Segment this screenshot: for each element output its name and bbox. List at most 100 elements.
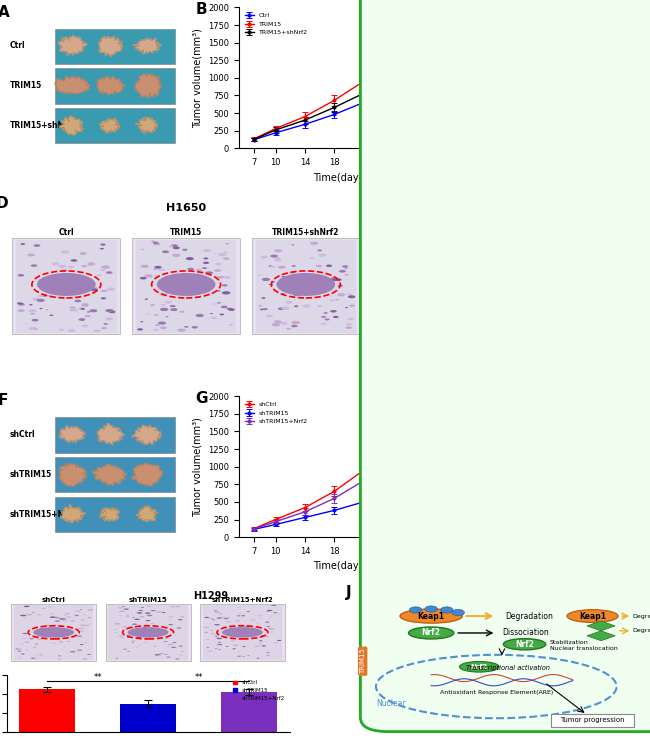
Bar xyxy=(604,508,629,518)
Circle shape xyxy=(263,308,268,310)
Circle shape xyxy=(239,613,242,614)
Text: Degradation: Degradation xyxy=(632,628,650,633)
Circle shape xyxy=(157,273,215,296)
Circle shape xyxy=(153,626,156,627)
Circle shape xyxy=(49,616,56,618)
Circle shape xyxy=(213,303,216,304)
Circle shape xyxy=(145,613,151,614)
Circle shape xyxy=(41,282,47,284)
Circle shape xyxy=(281,307,290,310)
Circle shape xyxy=(89,309,98,313)
Circle shape xyxy=(34,655,38,656)
Circle shape xyxy=(18,303,25,305)
Circle shape xyxy=(247,632,250,633)
Circle shape xyxy=(101,265,110,269)
Circle shape xyxy=(34,244,40,247)
Circle shape xyxy=(58,641,63,642)
Circle shape xyxy=(270,254,278,258)
Polygon shape xyxy=(55,76,90,94)
Circle shape xyxy=(166,656,170,658)
Circle shape xyxy=(94,330,101,333)
Circle shape xyxy=(100,244,105,245)
Text: Nuclear: Nuclear xyxy=(377,699,406,708)
Circle shape xyxy=(70,651,75,653)
Circle shape xyxy=(68,329,75,332)
Text: TRIM15: TRIM15 xyxy=(500,418,523,423)
Circle shape xyxy=(203,257,208,259)
Text: Transcriptional activation: Transcriptional activation xyxy=(465,664,550,670)
Text: shCtrl: shCtrl xyxy=(42,597,66,603)
Circle shape xyxy=(57,658,62,660)
Circle shape xyxy=(147,606,151,607)
Circle shape xyxy=(51,262,59,265)
Bar xyxy=(578,508,603,518)
Circle shape xyxy=(215,636,218,637)
Circle shape xyxy=(38,639,42,640)
Legend: shCtrl, shTRIM15, shTRIM15+Nrf2: shCtrl, shTRIM15, shTRIM15+Nrf2 xyxy=(231,678,287,704)
Circle shape xyxy=(22,653,26,654)
Text: shCtrl: shCtrl xyxy=(566,402,580,417)
Circle shape xyxy=(58,655,61,656)
Circle shape xyxy=(410,607,422,613)
Circle shape xyxy=(81,308,85,310)
Circle shape xyxy=(217,644,222,645)
Circle shape xyxy=(60,618,66,620)
Text: β-actin: β-actin xyxy=(500,510,522,515)
Bar xyxy=(453,293,492,343)
Circle shape xyxy=(330,277,337,280)
Circle shape xyxy=(77,627,81,629)
Bar xyxy=(552,27,578,37)
Circle shape xyxy=(266,315,273,317)
Circle shape xyxy=(333,316,339,318)
Circle shape xyxy=(50,642,53,644)
Circle shape xyxy=(310,257,313,259)
Circle shape xyxy=(262,278,270,281)
Circle shape xyxy=(47,295,51,296)
Circle shape xyxy=(276,321,281,323)
Circle shape xyxy=(180,616,185,617)
Text: Degradation: Degradation xyxy=(505,612,552,621)
FancyBboxPatch shape xyxy=(203,605,282,660)
Circle shape xyxy=(246,611,250,612)
Circle shape xyxy=(155,654,159,655)
Circle shape xyxy=(136,612,142,613)
Circle shape xyxy=(225,243,229,245)
Text: shCtrl: shCtrl xyxy=(10,430,36,439)
Circle shape xyxy=(66,636,71,637)
Circle shape xyxy=(43,638,46,639)
Text: TRIM15: TRIM15 xyxy=(500,29,523,34)
Circle shape xyxy=(342,265,348,268)
Circle shape xyxy=(83,658,88,660)
Circle shape xyxy=(79,630,84,632)
Text: shTRIM15: shTRIM15 xyxy=(10,470,52,479)
Text: E: E xyxy=(388,196,398,211)
Circle shape xyxy=(19,649,23,650)
Circle shape xyxy=(205,639,209,640)
Polygon shape xyxy=(58,35,86,55)
Bar xyxy=(552,120,578,129)
Circle shape xyxy=(47,628,49,629)
FancyBboxPatch shape xyxy=(12,239,120,334)
Circle shape xyxy=(347,293,352,296)
Circle shape xyxy=(217,302,221,304)
Circle shape xyxy=(261,635,264,636)
Text: Stabilization
Nuclear translocation: Stabilization Nuclear translocation xyxy=(550,640,618,651)
Circle shape xyxy=(51,279,57,281)
Circle shape xyxy=(318,253,326,256)
Text: C: C xyxy=(482,1,493,17)
Circle shape xyxy=(196,314,204,317)
Circle shape xyxy=(106,271,112,274)
Circle shape xyxy=(321,316,326,318)
Circle shape xyxy=(452,610,464,616)
Bar xyxy=(578,120,603,129)
Polygon shape xyxy=(59,426,85,443)
Text: TRIM15: TRIM15 xyxy=(359,648,366,674)
Circle shape xyxy=(84,278,90,280)
Circle shape xyxy=(27,614,32,616)
Bar xyxy=(578,73,603,83)
Bar xyxy=(578,96,603,106)
Circle shape xyxy=(42,277,49,280)
Circle shape xyxy=(44,278,47,279)
Circle shape xyxy=(212,619,215,620)
Circle shape xyxy=(262,646,265,647)
